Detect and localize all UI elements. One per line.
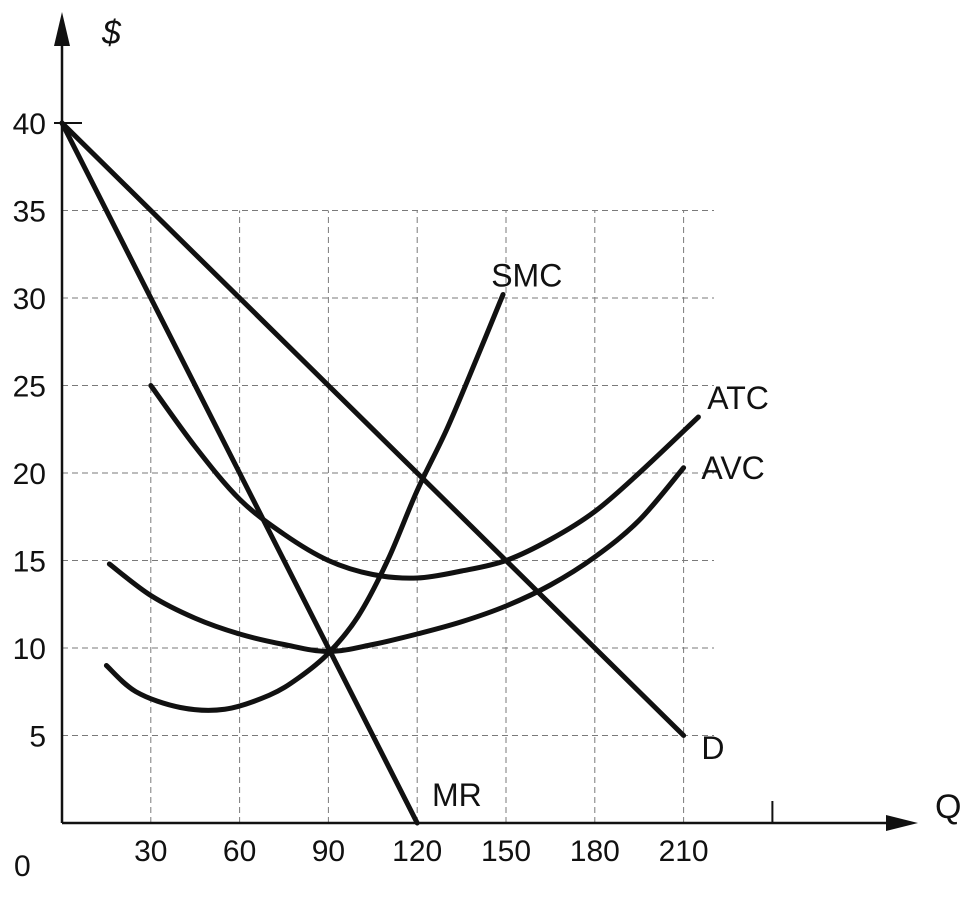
x-tick-label-150: 150 xyxy=(481,835,531,868)
label-avc: AVC xyxy=(701,450,764,486)
curve-labels: SMC ATC AVC D MR xyxy=(432,257,769,813)
y-tick-label-35: 35 xyxy=(13,196,46,229)
ticks: 30 60 90 120 150 180 210 5 10 15 20 25 30 35 40 xyxy=(13,108,774,868)
y-tick-label-10: 10 xyxy=(13,633,46,666)
x-tick-label-90: 90 xyxy=(312,835,345,868)
label-d: D xyxy=(701,730,724,766)
y-tick-label-15: 15 xyxy=(13,546,46,579)
y-tick-label-25: 25 xyxy=(13,371,46,404)
origin-label: 0 xyxy=(14,850,31,883)
curve-d xyxy=(59,120,687,738)
axes xyxy=(54,12,918,831)
x-tick-label-120: 120 xyxy=(392,835,442,868)
y-axis-title: $ xyxy=(101,14,122,52)
y-tick-label-30: 30 xyxy=(13,283,46,316)
x-tick-label-180: 180 xyxy=(570,835,620,868)
curve-atc xyxy=(148,383,701,581)
x-axis-arrow xyxy=(886,815,918,831)
label-atc: ATC xyxy=(707,380,769,416)
curves xyxy=(59,120,701,826)
label-smc: SMC xyxy=(491,257,562,293)
x-tick-label-60: 60 xyxy=(223,835,256,868)
y-tick-label-5: 5 xyxy=(29,721,46,754)
label-mr: MR xyxy=(432,777,482,813)
curve-mr xyxy=(59,120,420,826)
grid xyxy=(54,122,714,823)
curve-avc xyxy=(106,465,687,654)
y-tick-label-40: 40 xyxy=(13,108,46,141)
x-tick-label-210: 210 xyxy=(659,835,709,868)
x-axis-title: Q xyxy=(935,788,961,826)
y-axis-arrow xyxy=(54,12,70,46)
y-tick-label-20: 20 xyxy=(13,458,46,491)
x-tick-label-30: 30 xyxy=(134,835,167,868)
